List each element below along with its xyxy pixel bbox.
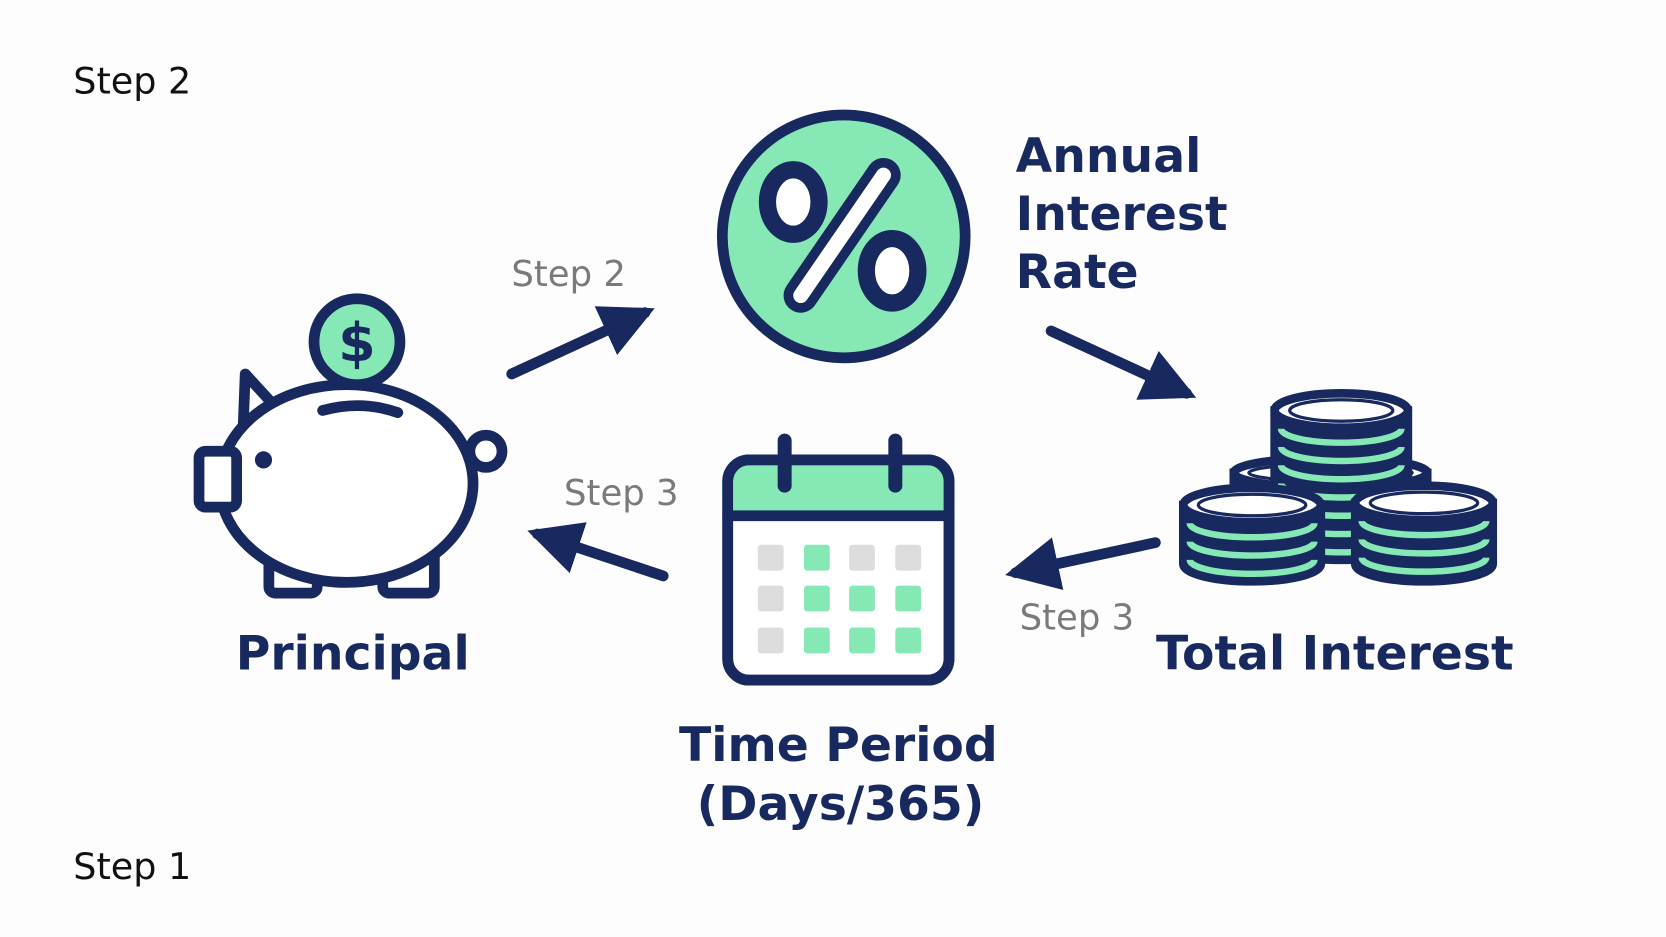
calendar-day [757, 627, 784, 654]
node-label: Total Interest [1156, 626, 1514, 681]
arrow [527, 522, 669, 582]
calendar-day [849, 585, 875, 612]
node-label-line: (Days/365) [697, 777, 985, 832]
calendar-icon [722, 433, 955, 686]
node-label: Principal [236, 626, 470, 681]
node-label-line: Time Period [679, 718, 998, 773]
node-label: Time Period (Days/365) [679, 718, 998, 832]
calendar-day [803, 627, 830, 654]
coin-stack [1179, 483, 1326, 586]
percent-icon [716, 109, 971, 364]
arrow [1045, 325, 1197, 400]
calendar-day [757, 585, 784, 612]
coin-stack [1350, 481, 1498, 586]
arrow [506, 306, 655, 380]
arrow-label: Step 3 [1020, 598, 1135, 639]
calendar-day [849, 544, 875, 571]
calendar-day [895, 627, 922, 654]
piggy-bank-icon: $ [193, 293, 508, 599]
arrow-label: Step 2 [511, 254, 625, 295]
arrow [1005, 537, 1161, 590]
node-label-line: Interest [1016, 187, 1228, 242]
node-label: Annual Interest Rate [1016, 129, 1228, 300]
coins-icon [1179, 388, 1498, 586]
corner-label: Step 1 [73, 845, 191, 888]
arrow-label: Step 3 [564, 473, 678, 514]
calendar-day [757, 544, 784, 571]
node-label-line: Rate [1016, 245, 1139, 300]
calendar-day [895, 544, 922, 571]
calendar-day [803, 544, 830, 571]
calendar-day [849, 627, 875, 654]
calendar-day [803, 585, 830, 612]
node-label-line: Annual [1016, 129, 1202, 184]
calendar-day [895, 585, 922, 612]
svg-text:$: $ [338, 311, 375, 374]
corner-label: Step 2 [73, 59, 191, 102]
